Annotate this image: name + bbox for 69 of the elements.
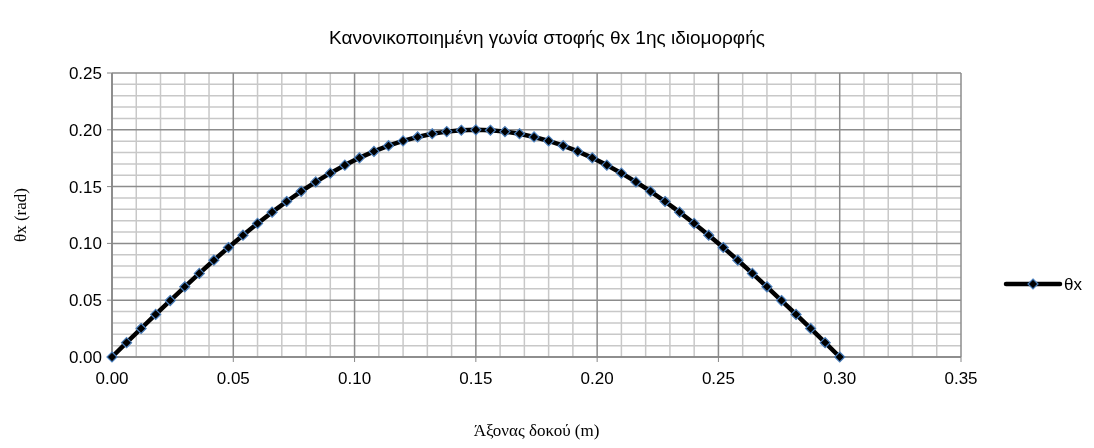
x-tick-label: 0.00 xyxy=(95,369,129,388)
point xyxy=(281,195,293,208)
point xyxy=(819,337,831,349)
point xyxy=(470,124,482,136)
point xyxy=(222,241,235,254)
x-tick-label: 0.10 xyxy=(338,369,372,388)
y-tick-label: 0.00 xyxy=(68,348,102,367)
point xyxy=(746,267,758,279)
y-tick-label: 0.05 xyxy=(68,291,102,311)
point xyxy=(310,176,322,188)
point xyxy=(586,152,598,164)
x-tick-label: 0.15 xyxy=(459,369,493,388)
x-axis-title: Άξονας δοκού (m) xyxy=(473,421,600,440)
point xyxy=(834,351,846,363)
point xyxy=(775,294,788,307)
y-tick-label: 0.10 xyxy=(68,234,102,254)
point xyxy=(193,267,205,279)
point xyxy=(339,159,351,171)
point xyxy=(732,254,744,266)
point xyxy=(688,217,700,230)
point xyxy=(572,145,584,157)
point xyxy=(412,131,424,143)
point xyxy=(513,128,526,140)
x-tick-label: 0.20 xyxy=(580,369,614,388)
point xyxy=(426,128,438,140)
legend-label: θx xyxy=(1064,275,1083,294)
point xyxy=(368,145,380,157)
point xyxy=(761,281,773,293)
point xyxy=(179,281,191,293)
point xyxy=(150,308,162,320)
point xyxy=(557,140,569,152)
point xyxy=(601,159,613,171)
x-tick-label: 0.35 xyxy=(944,369,978,388)
point xyxy=(543,135,555,147)
x-tick-label: 0.05 xyxy=(216,369,250,388)
point xyxy=(295,185,307,197)
point xyxy=(674,206,686,218)
point xyxy=(484,124,497,136)
point xyxy=(120,337,133,349)
point xyxy=(353,152,366,164)
point xyxy=(455,124,467,136)
point xyxy=(790,308,802,320)
point xyxy=(251,217,264,230)
y-tick-label: 0.25 xyxy=(68,64,102,83)
point xyxy=(630,176,642,188)
point xyxy=(659,195,671,208)
point xyxy=(615,167,627,179)
point xyxy=(805,322,817,335)
point xyxy=(441,126,453,138)
y-tick-label: 0.20 xyxy=(68,120,102,140)
point xyxy=(106,351,118,363)
point xyxy=(208,254,220,266)
point xyxy=(382,140,395,152)
x-tick-label: 0.25 xyxy=(701,369,735,388)
point xyxy=(397,135,409,147)
chart-title: Κανονικοποιημένη γωνία στοφής θx 1ης ιδιομορφής xyxy=(329,27,765,48)
y-axis-title: θx (rad) xyxy=(11,188,30,242)
point xyxy=(644,185,657,197)
point xyxy=(164,294,176,307)
point xyxy=(266,206,278,218)
point xyxy=(324,167,336,179)
point xyxy=(499,126,511,138)
point xyxy=(237,229,249,241)
y-tick-label: 0.15 xyxy=(68,177,102,197)
x-tick-label: 0.30 xyxy=(823,369,857,388)
point xyxy=(528,131,540,143)
point xyxy=(703,229,715,241)
point xyxy=(135,322,147,335)
point xyxy=(717,241,729,254)
